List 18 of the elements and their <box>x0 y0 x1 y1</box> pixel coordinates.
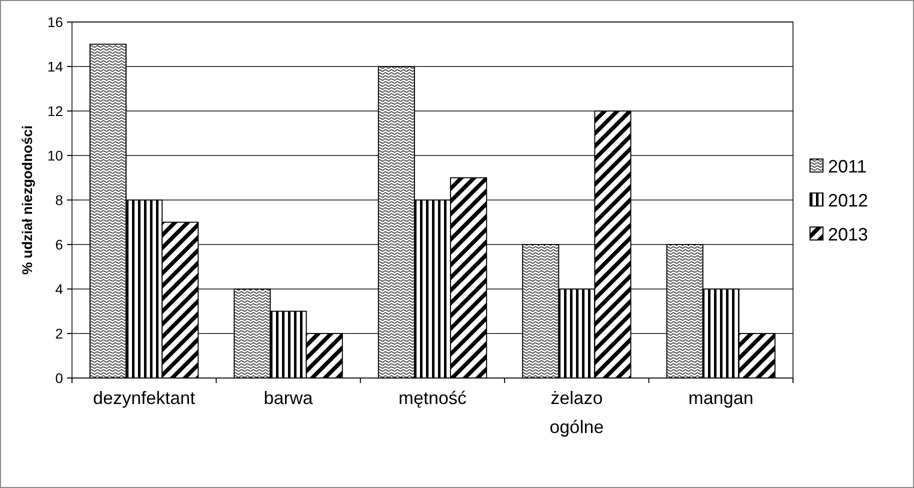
x-tick-label: mangan <box>688 388 754 408</box>
legend-label: 2012 <box>828 190 868 210</box>
legend-label: 2013 <box>828 224 868 244</box>
y-tick-label: 12 <box>47 102 64 119</box>
x-tick-label: żelazo ogólne <box>550 388 604 437</box>
legend-label: 2011 <box>828 156 867 176</box>
y-tick-label: 10 <box>47 147 64 164</box>
x-tick-label: dezynfektant <box>93 388 196 408</box>
y-tick-label: 8 <box>55 192 64 208</box>
y-tick-label: 6 <box>55 236 64 252</box>
y-tick-label: 16 <box>47 14 64 30</box>
y-tick-label: 2 <box>55 325 64 342</box>
y-tick-label: 14 <box>47 58 64 74</box>
y-tick-label: 0 <box>55 370 64 386</box>
x-tick-label: barwa <box>264 388 314 408</box>
y-tick-label: 4 <box>55 280 64 297</box>
y-axis-title: % udział niezgodności <box>19 125 35 275</box>
x-tick-label: mętność <box>398 388 467 408</box>
